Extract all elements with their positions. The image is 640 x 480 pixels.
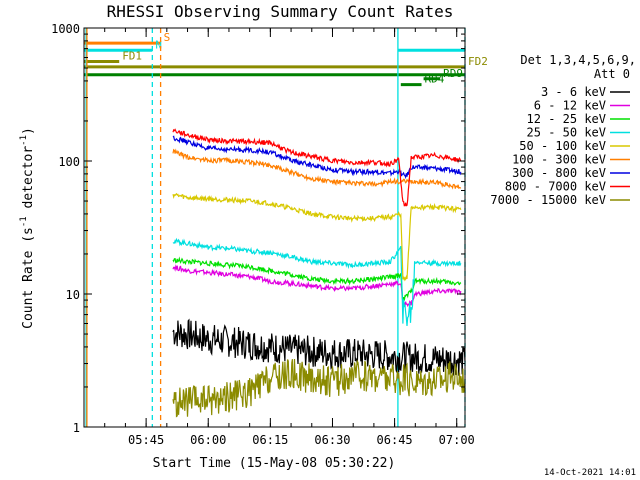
x-tick-label: 06:30: [314, 433, 350, 447]
series-line-7000-15000-kev: [172, 358, 466, 418]
flag-label-fd2: FD2: [468, 55, 488, 68]
x-tick-label: 06:00: [190, 433, 226, 447]
plot-frame: [83, 27, 466, 428]
legend-label-100-300-kev: 100 - 300 keV: [512, 153, 606, 167]
y-tick-label: 100: [58, 155, 80, 169]
y-label-mid: detector: [21, 146, 36, 217]
series-line-300-800-kev: [172, 135, 462, 180]
y-label-end: ): [21, 127, 36, 135]
legend-label-800-7000-kev: 800 - 7000 keV: [505, 180, 606, 194]
series-line-3-6-kev: [172, 318, 466, 376]
x-tick-label: 06:15: [252, 433, 288, 447]
y-tick-label: 10: [66, 288, 80, 302]
y-label-sup-2: -1: [19, 135, 29, 146]
flag-bars: SNFD1FD2RD4RD9: [84, 31, 488, 87]
legend-label-300-800-kev: 300 - 800 keV: [512, 166, 606, 180]
series-line-800-7000-kev: [172, 128, 462, 207]
y-axis-label: Count Rate (s-1 detector-1): [19, 127, 36, 329]
legend-label-12-25-kev: 12 - 25 keV: [527, 112, 606, 126]
legend-header-attenuator: Att 0: [594, 67, 630, 81]
y-tick-label: 1: [73, 421, 80, 435]
series-line-50-100-kev: [172, 192, 462, 282]
legend-header-detectors: Det 1,3,4,5,6,9,: [520, 53, 636, 67]
x-tick-label: 06:45: [377, 433, 413, 447]
x-axis-label: Start Time (15-May-08 05:30:22): [153, 456, 396, 471]
legend-label-25-50-kev: 25 - 50 keV: [527, 126, 606, 140]
series-line-12-25-kev: [172, 256, 462, 303]
series-line-6-12-kev: [172, 264, 462, 308]
chart-title: RHESSI Observing Summary Count Rates: [107, 2, 454, 21]
series-lines: [172, 128, 466, 418]
x-axis-ticks: 05:45 06:00 06:15 06:30 06:45 07:00: [83, 28, 475, 447]
y-label-sup-1: -1: [19, 216, 29, 227]
y-label-main: Count Rate (s: [21, 227, 36, 329]
x-tick-label: 05:45: [128, 433, 164, 447]
flag-label-s: S: [164, 31, 171, 44]
series-line-25-50-kev: [172, 237, 462, 326]
series-line-100-300-kev: [172, 148, 462, 190]
legend-label-50-100-kev: 50 - 100 keV: [519, 139, 606, 153]
legend-label-3-6-kev: 3 - 6 keV: [541, 85, 606, 99]
y-axis-ticks: 1 10 100 1000: [51, 22, 465, 435]
x-tick-label: 07:00: [439, 433, 475, 447]
flag-label-n: N: [155, 38, 162, 51]
legend-label-6-12-kev: 6 - 12 keV: [534, 99, 606, 113]
flag-label-rd9: RD9: [443, 67, 463, 80]
legend-label-7000-15000-kev: 7000 - 15000 keV: [490, 193, 606, 207]
y-tick-label: 1000: [51, 22, 80, 36]
footer-timestamp: 14-Oct-2021 14:01: [544, 468, 636, 478]
flag-label-fd1: FD1: [122, 49, 142, 62]
